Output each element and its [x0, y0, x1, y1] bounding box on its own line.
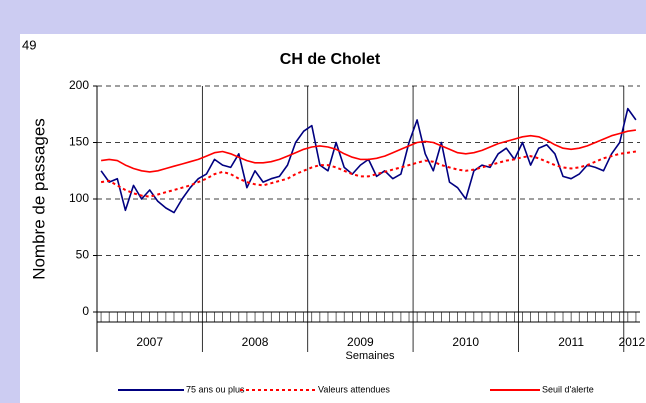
y-tick-label: 50	[76, 248, 90, 262]
legend-label: Valeurs attendues	[318, 384, 390, 394]
x-tick-label: 2010	[452, 335, 479, 349]
x-tick-label: 2009	[347, 335, 374, 349]
x-axis-label: Semaines	[346, 350, 395, 362]
y-axis-label: Nombre de passages	[29, 118, 48, 280]
legend-label: Seuil d'alerte	[542, 384, 594, 394]
y-tick-label: 200	[69, 78, 89, 92]
series-line	[100, 150, 637, 198]
y-tick-label: 0	[82, 304, 89, 318]
y-tick-label: 150	[69, 135, 89, 149]
page-number: 49	[22, 37, 36, 52]
y-tick-label: 100	[69, 191, 89, 205]
x-tick-label: 2007	[136, 335, 163, 349]
x-tick-label: 2012	[619, 335, 646, 349]
x-tick-label: 2008	[242, 335, 269, 349]
legend-label: 75 ans ou plus	[186, 384, 245, 394]
panel	[20, 34, 646, 403]
x-tick-label: 2011	[558, 335, 584, 349]
series-line	[100, 129, 637, 173]
chart-title: CH de Cholet	[280, 51, 381, 68]
